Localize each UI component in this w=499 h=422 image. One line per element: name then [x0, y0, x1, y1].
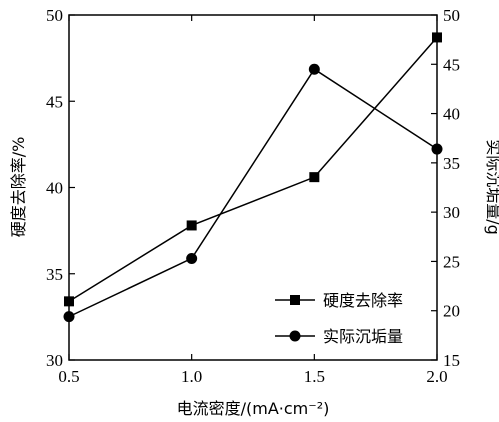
x-axis-title: 电流密度/(mA·cm⁻²)	[177, 399, 330, 418]
data-point-square	[186, 220, 197, 231]
y-left-tick-label: 50	[46, 6, 63, 25]
data-point-circle	[186, 252, 198, 264]
y-right-tick-label: 20	[443, 302, 460, 321]
y-left-tick-label: 30	[46, 351, 63, 370]
y-right-tick-label: 15	[443, 351, 460, 370]
data-point-circle	[63, 311, 75, 323]
x-tick-label: 0.5	[58, 367, 79, 386]
y-axis-title-right: 实际沉垢量/g	[484, 139, 499, 235]
y-right-tick-label: 25	[443, 252, 460, 271]
y-axis-title-left: 硬度去除率/%	[9, 137, 28, 238]
series-line-actual-scale	[68, 68, 438, 318]
data-point-square	[309, 172, 320, 183]
y-left-tick-label: 40	[46, 179, 63, 198]
legend-marker-circle	[289, 330, 301, 342]
data-point-circle	[431, 143, 443, 155]
y-right-tick-label: 30	[443, 203, 460, 222]
legend-label-hardness: 硬度去除率	[323, 291, 403, 310]
ticks: 0.5 1.0 1.5 2.0 30 35 40 45 50 15 20 25 30 35 40 45 50	[46, 6, 460, 386]
y-right-tick-label: 50	[443, 6, 460, 25]
legend-marker-square	[290, 295, 300, 305]
series-line-hardness-removal	[68, 36, 438, 302]
y-right-tick-label: 45	[443, 55, 460, 74]
legend-label-scale: 实际沉垢量	[323, 327, 403, 346]
data-point-square	[64, 296, 74, 307]
series-layer	[63, 32, 443, 323]
y-left-tick-label: 35	[46, 265, 63, 284]
y-left-tick-label: 45	[46, 92, 63, 111]
y-right-tick-label: 40	[443, 105, 460, 124]
legend: 硬度去除率 实际沉垢量	[275, 291, 403, 346]
x-tick-label: 2.0	[426, 367, 447, 386]
data-point-circle	[308, 63, 320, 75]
x-tick-label: 1.0	[181, 367, 202, 386]
data-point-square	[432, 32, 442, 43]
y-right-tick-label: 35	[443, 154, 460, 173]
x-tick-label: 1.5	[304, 367, 325, 386]
